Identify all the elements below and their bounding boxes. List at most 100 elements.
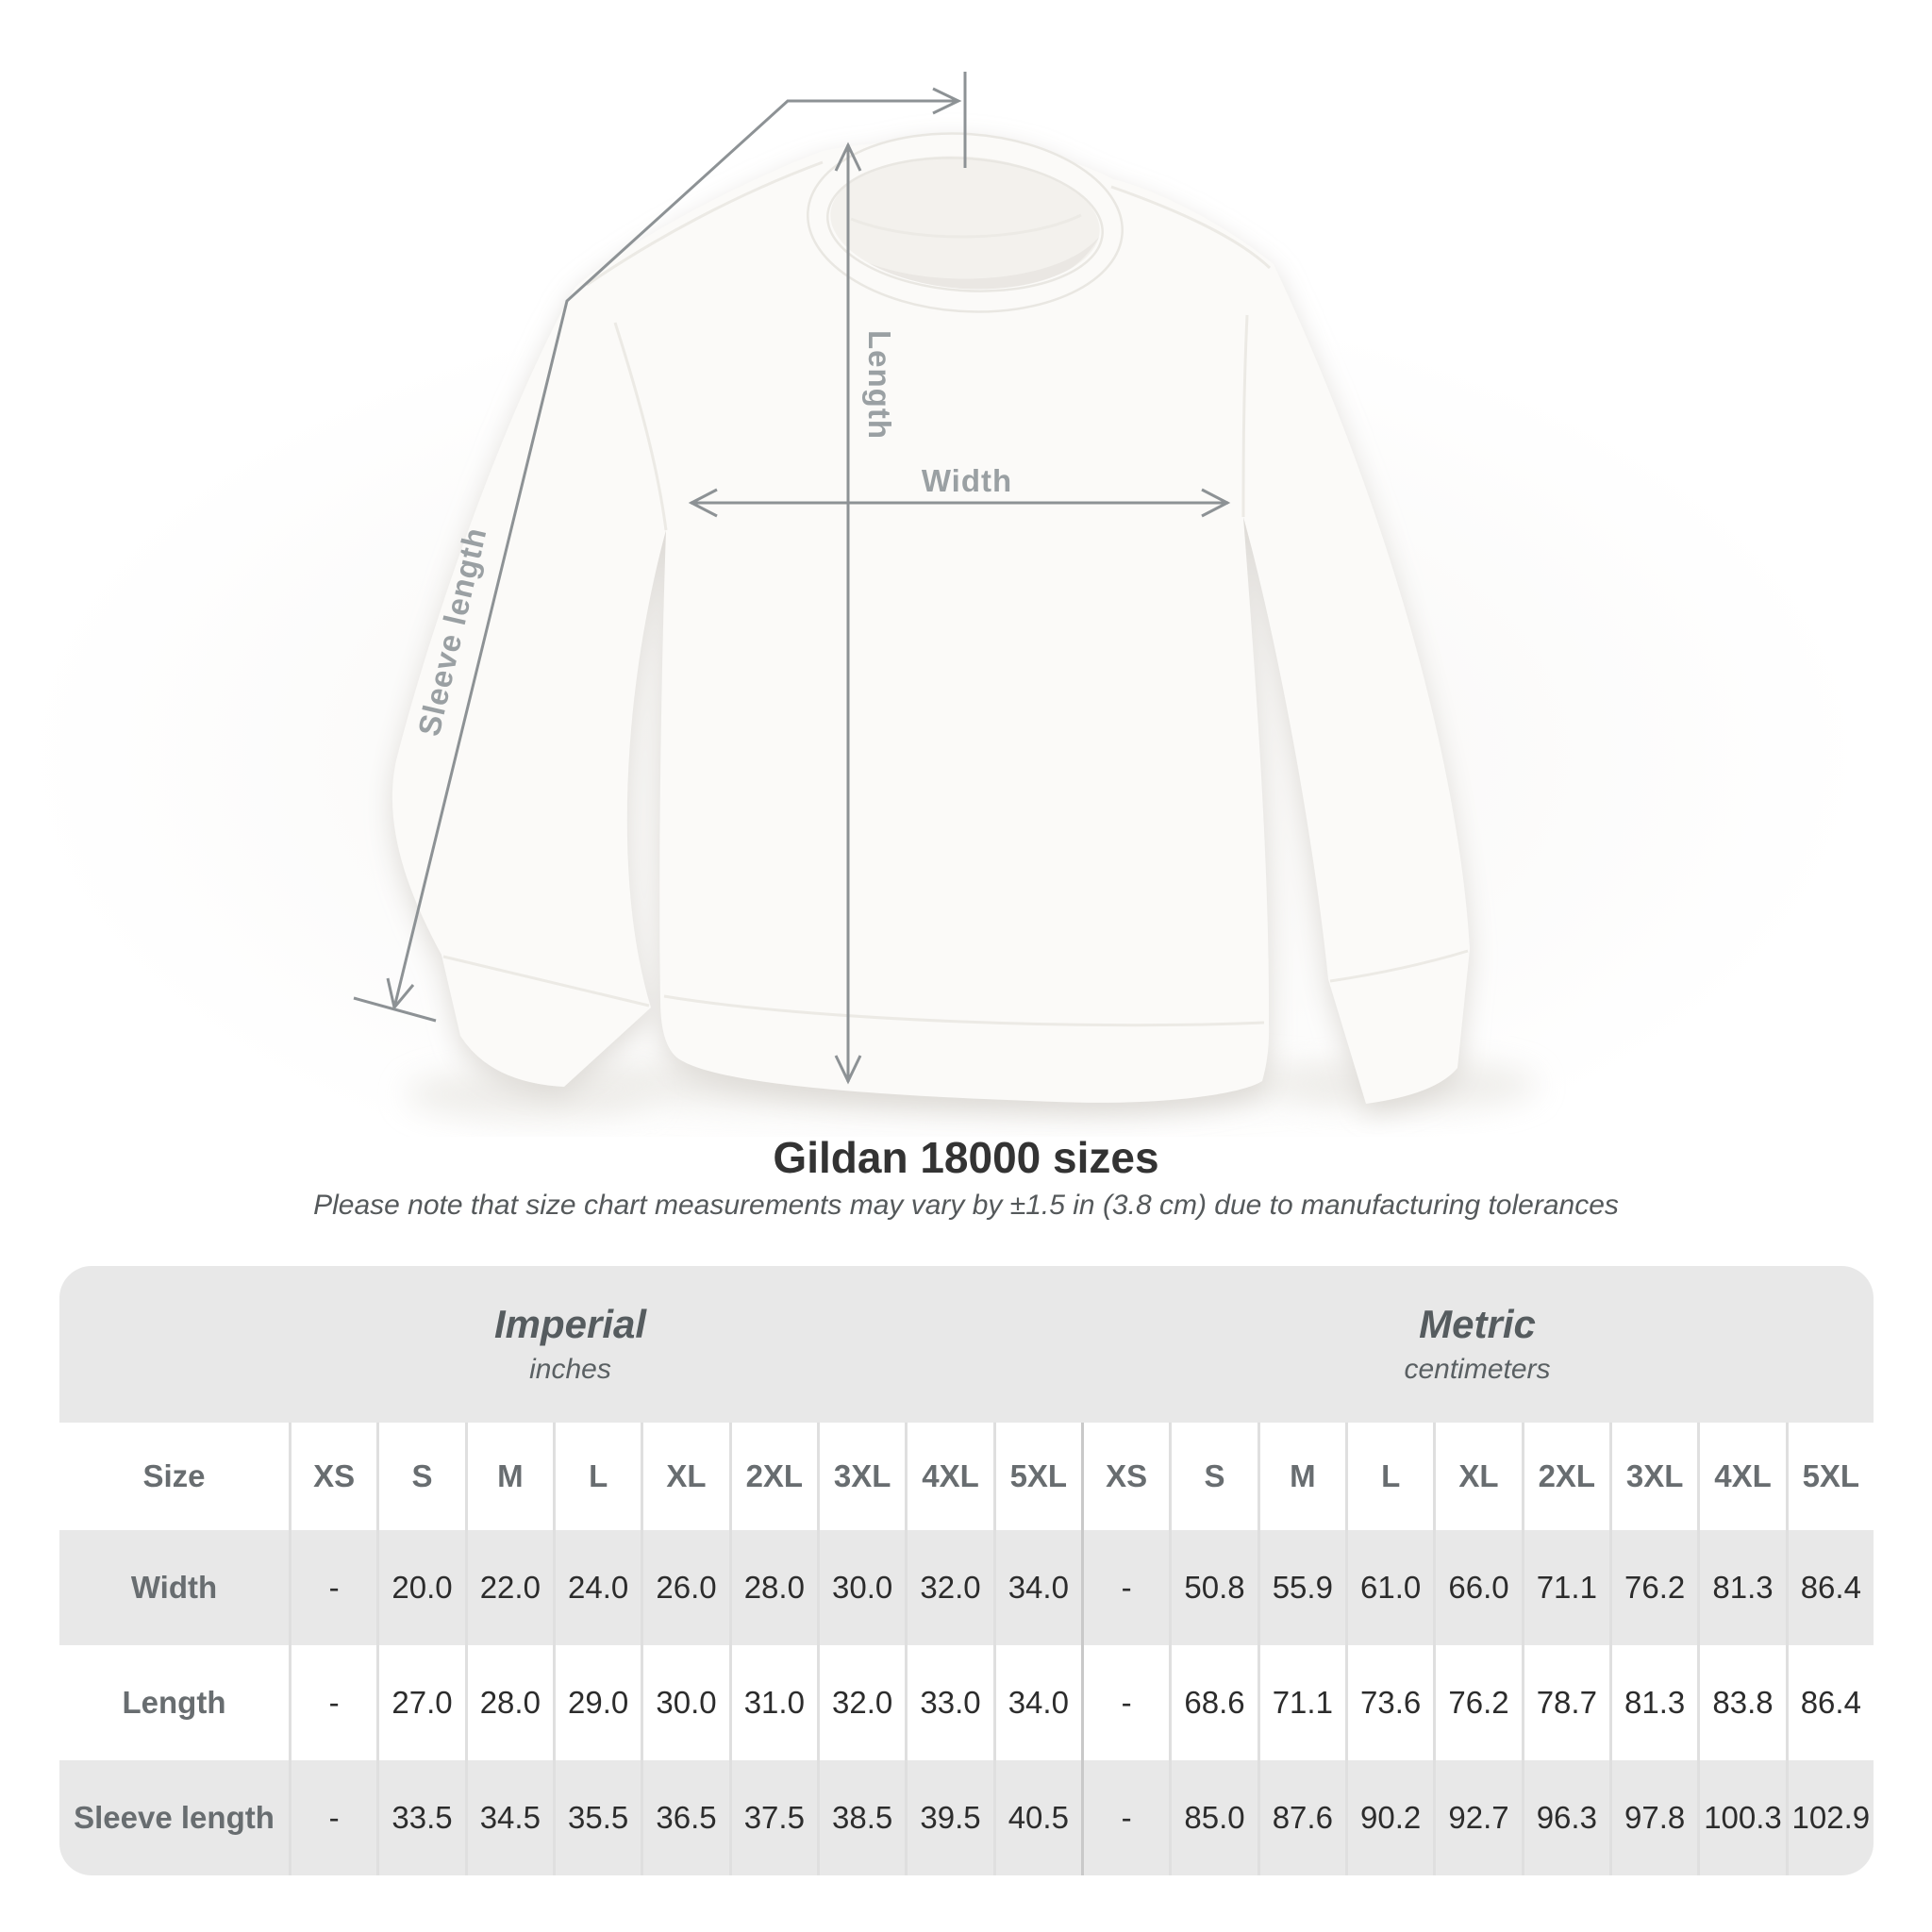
size-column-header: 2XL (1521, 1423, 1609, 1530)
value-cell: 28.0 (728, 1530, 817, 1645)
value-cell: 85.0 (1169, 1760, 1257, 1875)
collar-ribbing (808, 133, 1123, 312)
value-cell: 34.0 (992, 1530, 1081, 1645)
value-cell: 73.6 (1345, 1645, 1433, 1760)
value-cell: 37.5 (728, 1760, 817, 1875)
value-cell: - (289, 1645, 376, 1760)
length-arrow (834, 142, 862, 1085)
value-cell: 83.8 (1697, 1645, 1785, 1760)
right-shoulder-seam (1110, 185, 1272, 270)
value-cell: 76.2 (1609, 1530, 1698, 1645)
imperial-title: Imperial (493, 1302, 647, 1346)
sweatshirt-diagram: Length Width Sleeve length (19, 72, 1868, 1137)
value-cell: 32.0 (905, 1530, 993, 1645)
size-column-header: S (376, 1423, 464, 1530)
value-cell: 100.3 (1697, 1760, 1786, 1875)
length-label: Length (862, 330, 897, 440)
value-cell: 86.4 (1785, 1645, 1874, 1760)
size-column-header: XS (1081, 1423, 1169, 1530)
value-cell: 66.0 (1433, 1530, 1522, 1645)
value-cell: - (289, 1530, 377, 1645)
value-cell: 86.4 (1785, 1530, 1874, 1645)
value-cell: 22.0 (464, 1530, 553, 1645)
unit-band: Imperial inches Metric centimeters (59, 1266, 1874, 1423)
size-column-header: L (553, 1423, 641, 1530)
value-cell: 90.2 (1345, 1760, 1434, 1875)
value-cell: 81.3 (1697, 1530, 1786, 1645)
value-cell: 68.6 (1169, 1645, 1257, 1760)
metric-unit: centimeters (1404, 1354, 1551, 1385)
sweatshirt (391, 132, 1470, 1104)
value-cell: 102.9 (1785, 1760, 1874, 1875)
hem-seam (663, 994, 1265, 1027)
size-column-header: XL (1433, 1423, 1521, 1530)
size-column-header: S (1169, 1423, 1257, 1530)
value-cell: 61.0 (1345, 1530, 1434, 1645)
sleeve-length-arrow (353, 72, 967, 1023)
value-cell: 76.2 (1433, 1645, 1521, 1760)
metric-title: Metric (1419, 1302, 1536, 1346)
value-cell: 38.5 (817, 1760, 906, 1875)
sweatshirt-illustration: Length Width Sleeve length (19, 72, 1868, 1137)
back-neck-seam (850, 213, 1082, 239)
size-column-header: L (1345, 1423, 1433, 1530)
value-cell: 27.0 (376, 1645, 464, 1760)
value-cell: 96.3 (1521, 1760, 1609, 1875)
size-grid: Size XS S M L XL 2XL 3XL 4XL 5XL XS S M L XL 2XL 3XL 4XL 5… (59, 1423, 1874, 1875)
value-cell: 36.5 (641, 1760, 729, 1875)
page-subtitle: Please note that size chart measurements… (313, 1190, 1619, 1221)
value-cell: 34.0 (992, 1645, 1081, 1760)
page-title: Gildan 18000 sizes (773, 1133, 1159, 1182)
sweatshirt-body (391, 141, 1470, 1104)
metric-band: Metric centimeters (1081, 1266, 1874, 1423)
value-cell: 78.7 (1521, 1645, 1609, 1760)
collar-opening (824, 154, 1107, 295)
row-label: Width (59, 1530, 289, 1645)
size-column-header: 4XL (905, 1423, 992, 1530)
value-cell: 71.1 (1521, 1530, 1609, 1645)
value-cell: 87.6 (1257, 1760, 1345, 1875)
value-cell: 34.5 (464, 1760, 553, 1875)
size-column-header: 4XL (1697, 1423, 1785, 1530)
size-column-header: 3XL (817, 1423, 905, 1530)
row-label: Sleeve length (59, 1760, 289, 1875)
value-cell: 55.9 (1257, 1530, 1345, 1645)
value-cell: 30.0 (817, 1530, 906, 1645)
right-cuff-seam (1329, 949, 1469, 983)
size-column-header: 2XL (728, 1423, 817, 1530)
size-column-header: 5XL (992, 1423, 1081, 1530)
size-column-header: 3XL (1609, 1423, 1697, 1530)
value-cell: 39.5 (905, 1760, 993, 1875)
value-cell: 81.3 (1609, 1645, 1697, 1760)
value-cell: - (1081, 1530, 1170, 1645)
collar-outer-edge (807, 132, 1124, 313)
right-armhole-seam (1241, 314, 1249, 518)
row-label: Length (122, 1685, 226, 1720)
left-armhole-seam (613, 322, 668, 531)
value-cell: 40.5 (992, 1760, 1081, 1875)
size-column-header: M (464, 1423, 553, 1530)
value-cell: 29.0 (553, 1645, 641, 1760)
value-cell: 35.5 (553, 1760, 641, 1875)
width-label: Width (922, 463, 1012, 498)
value-cell: 31.0 (728, 1645, 817, 1760)
size-header-cell: Size (142, 1458, 206, 1493)
imperial-unit: inches (529, 1354, 611, 1385)
value-cell: 97.8 (1609, 1760, 1698, 1875)
collar-inner-edge (826, 157, 1104, 292)
size-column-header: XL (641, 1423, 728, 1530)
left-cuff-seam (442, 955, 650, 1008)
value-cell: - (289, 1760, 377, 1875)
value-cell: 30.0 (641, 1645, 728, 1760)
value-cell: 33.5 (376, 1760, 465, 1875)
width-arrow (688, 488, 1231, 518)
value-cell: 33.0 (905, 1645, 992, 1760)
size-column-header: 5XL (1785, 1423, 1874, 1530)
value-cell: 50.8 (1169, 1530, 1257, 1645)
value-cell: - (1081, 1760, 1170, 1875)
value-cell: 71.1 (1257, 1645, 1345, 1760)
value-cell: 32.0 (817, 1645, 905, 1760)
size-table: Imperial inches Metric centimeters Size X… (59, 1266, 1874, 1875)
value-cell: 20.0 (376, 1530, 465, 1645)
